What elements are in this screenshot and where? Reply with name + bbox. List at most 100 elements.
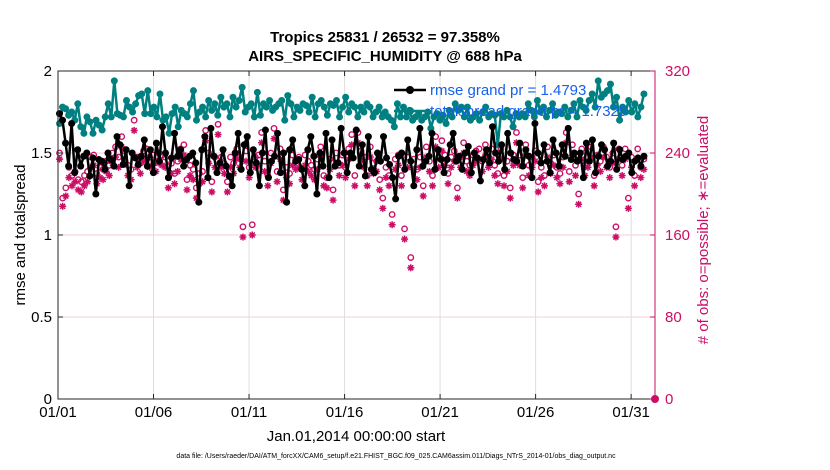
- obs-possible-point: [180, 141, 188, 149]
- rmse-point: [310, 152, 318, 160]
- rmse-point: [376, 157, 384, 165]
- obs-evaluated-point: [401, 235, 409, 243]
- rmse-point: [177, 146, 185, 154]
- asterisk-stroke: [584, 164, 591, 171]
- obs-evaluated-point: [397, 182, 405, 190]
- rmse-point: [552, 149, 560, 157]
- obs-possible-point: [407, 254, 415, 261]
- obs-possible-point: [388, 211, 396, 218]
- obs-possible-point: [130, 116, 138, 124]
- rmse-point: [249, 146, 257, 154]
- rmse-point: [104, 149, 112, 157]
- rmse-point: [588, 136, 596, 144]
- asterisk-stroke: [376, 186, 383, 193]
- obs-possible-point: [183, 176, 191, 184]
- obs-evaluated-point: [494, 180, 502, 188]
- obs-evaluated-point: [553, 174, 561, 182]
- rmse-point: [610, 139, 618, 147]
- totalspread-point: [354, 113, 362, 121]
- totalspread-point: [482, 103, 490, 111]
- rmse-point: [143, 162, 151, 170]
- asterisk-stroke: [500, 182, 508, 189]
- obs-evaluated-point: [419, 192, 427, 200]
- obs-possible-point: [62, 184, 70, 192]
- y-axis-label: rmse and totalspread: [12, 165, 29, 306]
- rmse-point: [158, 123, 166, 131]
- rmse-point: [313, 190, 321, 198]
- asterisk-stroke: [463, 168, 470, 175]
- rmse-point: [537, 159, 545, 167]
- rmse-point: [243, 133, 251, 141]
- rmse-point: [389, 174, 397, 182]
- rmse-point: [573, 157, 581, 165]
- rmse-point: [304, 146, 312, 154]
- obs-possible-point: [491, 161, 499, 169]
- asterisk-stroke: [631, 182, 638, 189]
- obs-possible-point: [541, 172, 548, 179]
- rmse-point: [522, 146, 530, 154]
- x-axis-label: Jan.01,2014 00:00:00 start: [267, 428, 446, 445]
- totalspread-point: [616, 116, 624, 124]
- rmse-point: [83, 149, 91, 157]
- obs-evaluated-point: [323, 184, 331, 192]
- obs-evaluated-point: [270, 135, 278, 143]
- totalspread-point: [89, 129, 97, 137]
- rmse-point: [637, 162, 645, 170]
- asterisk-stroke: [274, 178, 281, 185]
- asterisk-stroke: [249, 231, 256, 239]
- totalspread-point: [141, 110, 149, 118]
- rmse-point: [198, 146, 206, 154]
- obs-possible-point: [248, 221, 256, 229]
- obs-possible-point: [329, 186, 337, 194]
- y2-tick-label: 240: [665, 145, 690, 162]
- rmse-point: [467, 169, 475, 177]
- obs-evaluated-point: [59, 202, 67, 210]
- asterisk-stroke: [379, 205, 386, 212]
- asterisk-stroke: [640, 166, 647, 173]
- rmse-point: [334, 159, 342, 167]
- asterisk-stroke: [398, 182, 405, 189]
- rmse-point: [540, 141, 548, 149]
- rmse-point: [558, 141, 566, 149]
- rmse-point: [519, 162, 527, 170]
- asterisk-stroke: [619, 172, 626, 179]
- totalspread-point: [150, 103, 158, 111]
- asterisk-stroke: [280, 197, 287, 204]
- totalspread-point: [110, 77, 118, 85]
- rmse-point: [125, 182, 133, 190]
- totalspread-point: [628, 108, 636, 116]
- obs-evaluated-point: [385, 182, 393, 190]
- obs-evaluated-point: [447, 163, 455, 171]
- obs-possible-point: [270, 124, 278, 132]
- totalspread-point: [375, 103, 383, 111]
- rmse-point: [92, 190, 100, 198]
- rmse-point: [277, 169, 285, 177]
- rmse-point: [280, 149, 288, 157]
- rmse-point: [628, 169, 636, 177]
- totalspread-point: [104, 100, 112, 108]
- totalspread-point: [333, 97, 341, 105]
- rmse-point: [401, 165, 409, 173]
- y-tick-label: 2: [44, 63, 52, 80]
- rmse-point: [361, 172, 369, 180]
- obs-possible-point: [460, 139, 468, 147]
- asterisk-stroke: [445, 180, 452, 187]
- rmse-point: [482, 146, 490, 154]
- asterisk-stroke: [131, 127, 138, 134]
- rmse-point: [428, 129, 436, 137]
- rmse-point: [404, 136, 412, 144]
- totalspread-point: [287, 100, 295, 108]
- totalspread-point: [171, 103, 179, 111]
- totalspread-point: [232, 103, 240, 111]
- obs-evaluated-point: [329, 196, 337, 204]
- obs-possible-point: [513, 129, 520, 136]
- obs-evaluated-point: [379, 204, 387, 212]
- asterisk-stroke: [364, 182, 371, 189]
- totalspread-point: [74, 100, 82, 108]
- obs-possible-point: [454, 184, 461, 192]
- asterisk-stroke: [65, 174, 72, 181]
- totalspread-point: [570, 100, 578, 108]
- totalspread-point: [183, 113, 191, 121]
- obs-possible-point: [208, 178, 216, 186]
- asterisk-stroke: [323, 184, 330, 191]
